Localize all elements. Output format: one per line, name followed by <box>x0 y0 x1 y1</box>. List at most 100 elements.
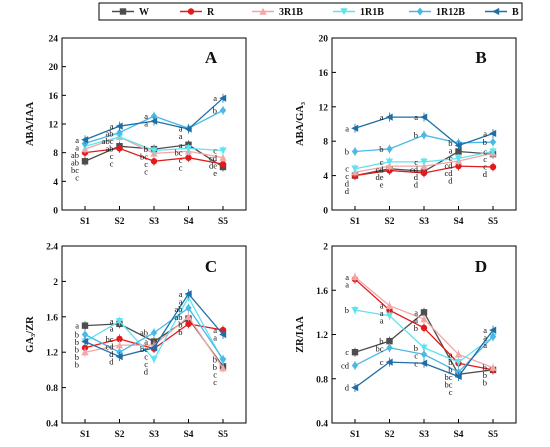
significance-label: ab <box>105 144 113 154</box>
data-point <box>454 155 463 163</box>
y-tick-label: 16 <box>49 92 59 102</box>
significance-label: e <box>380 179 384 189</box>
y-tick-label: 0.4 <box>316 420 328 430</box>
significance-label: c <box>345 164 349 174</box>
data-point <box>116 128 123 137</box>
y-tick-label: 12 <box>319 103 329 113</box>
x-tick-label: S2 <box>384 217 394 227</box>
data-point <box>115 122 123 130</box>
data-point <box>219 94 227 102</box>
data-point <box>420 169 428 177</box>
y-tick-label: 2.4 <box>46 243 58 253</box>
significance-label: bc <box>71 165 79 175</box>
significance-label: c <box>213 377 217 387</box>
data-point <box>351 165 359 173</box>
significance-label: b <box>414 343 418 353</box>
series-1R12B <box>351 130 497 157</box>
significance-label: a <box>380 301 384 311</box>
significance-label: a <box>179 123 183 133</box>
significance-label: c <box>144 359 148 369</box>
significance-label: c <box>414 157 418 167</box>
significance-label: b <box>178 327 182 337</box>
data-point <box>184 313 193 320</box>
significance-label: c <box>449 153 453 163</box>
significance-label: c <box>380 357 384 367</box>
y-tick-label: 0.4 <box>46 420 58 430</box>
data-point <box>219 147 227 155</box>
significance-label: a <box>414 307 418 317</box>
significance-label: a <box>483 333 487 343</box>
significance-label: b <box>414 323 418 333</box>
data-point <box>386 343 393 352</box>
significance-label: cd <box>209 153 218 163</box>
plot-frame <box>331 37 517 211</box>
data-point <box>81 158 89 165</box>
y-tick-label: 1.6 <box>316 287 328 297</box>
legend-entry-W: W <box>112 7 149 18</box>
data-point <box>150 344 158 352</box>
x-tick-label: S5 <box>218 217 228 227</box>
significance-label: b <box>379 336 383 346</box>
significance-label: a <box>75 135 79 145</box>
data-point <box>489 332 497 341</box>
significance-label: c <box>483 162 487 172</box>
significance-label: de <box>375 172 383 182</box>
significance-label: b <box>483 378 487 388</box>
data-point <box>219 106 227 115</box>
significance-label: c <box>380 157 384 167</box>
significance-label: ab <box>71 157 79 167</box>
significance-label: bc <box>140 344 148 354</box>
significance-label: e <box>213 168 217 178</box>
significance-label: cd <box>341 360 350 370</box>
data-point <box>386 144 393 153</box>
significance-label: abc <box>102 136 114 146</box>
significance-label: a <box>483 325 487 335</box>
legend-label: R <box>207 7 215 18</box>
x-tick-label: S3 <box>149 430 159 440</box>
significance-label: b <box>75 345 79 355</box>
legend: W R 3R1B 1R1B 1R12B B <box>98 2 523 21</box>
series-1R1B <box>81 132 227 156</box>
significance-label: a <box>179 289 183 299</box>
significance-label: a <box>179 140 183 150</box>
significance-label: b <box>345 305 349 315</box>
significance-label: a <box>449 145 453 155</box>
significance-label: b <box>75 337 79 347</box>
significance-label: b <box>75 352 79 362</box>
y-tick-label: 4 <box>323 172 328 182</box>
x-tick-label: S5 <box>488 217 498 227</box>
significance-label: d <box>483 169 488 179</box>
y-axis-label: ZR/IAA <box>295 316 306 353</box>
data-point <box>420 324 428 332</box>
series-B <box>81 289 227 362</box>
legend-entry-1R12B: 1R12B <box>409 7 465 18</box>
legend-box <box>98 2 523 21</box>
legend-entry-3R1B: 3R1B <box>252 7 303 18</box>
significance-label: c <box>179 162 183 172</box>
data-point <box>420 344 428 352</box>
significance-label: a <box>345 123 349 133</box>
data-point <box>81 330 89 339</box>
y-tick-label: 1.6 <box>46 313 58 323</box>
data-point <box>385 358 393 366</box>
data-point <box>185 154 192 161</box>
significance-label: a <box>144 111 148 121</box>
significance-label: bc <box>174 147 182 157</box>
significance-label: b <box>379 144 383 154</box>
series-3R1B <box>351 272 497 373</box>
data-point <box>454 350 463 358</box>
x-tick-label: S1 <box>80 217 90 227</box>
significance-label: a <box>75 321 79 331</box>
significance-label: a <box>380 112 384 122</box>
data-point <box>351 273 359 281</box>
series-B <box>81 93 227 145</box>
x-tick-label: S5 <box>488 430 498 440</box>
y-tick-label: 8 <box>53 149 58 159</box>
x-tick-label: S2 <box>114 217 124 227</box>
data-point <box>489 163 497 171</box>
y-tick-label: 2 <box>53 278 58 288</box>
data-point <box>219 364 227 372</box>
y-tick-label: 4 <box>53 178 58 188</box>
